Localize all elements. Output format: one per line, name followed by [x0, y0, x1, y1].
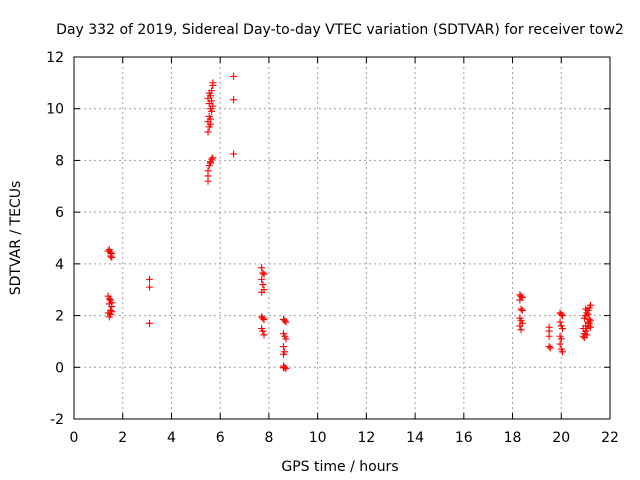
- data-point: [209, 154, 217, 162]
- data-point: [204, 167, 212, 175]
- data-point: [546, 344, 554, 352]
- data-point: [105, 313, 113, 321]
- data-point: [280, 350, 288, 358]
- x-tick-label: 12: [357, 430, 375, 446]
- chart-title: Day 332 of 2019, Sidereal Day-to-day VTE…: [56, 22, 624, 38]
- data-point: [516, 296, 524, 304]
- data-point: [209, 102, 217, 110]
- data-point: [259, 269, 267, 277]
- data-point: [545, 332, 553, 340]
- data-point: [517, 326, 525, 334]
- data-point: [281, 317, 289, 325]
- data-point: [282, 318, 290, 326]
- x-tick-label: 8: [264, 430, 273, 446]
- x-tick-label: 0: [70, 430, 79, 446]
- x-tick-label: 10: [309, 430, 327, 446]
- data-point: [209, 79, 217, 87]
- x-tick-label: 20: [552, 430, 570, 446]
- y-tick-label: 12: [46, 50, 64, 66]
- data-point: [280, 364, 288, 372]
- y-tick-label: 0: [55, 360, 64, 376]
- data-point: [582, 322, 590, 330]
- x-tick-label: 4: [167, 430, 176, 446]
- data-point: [259, 281, 267, 289]
- data-point: [260, 331, 268, 339]
- data-point: [582, 305, 590, 313]
- grid: [74, 57, 610, 419]
- plot-frame: [73, 56, 611, 420]
- y-axis-label: SDTVAR / TECUs: [8, 181, 24, 296]
- data-point: [557, 310, 565, 318]
- data-point: [580, 334, 588, 342]
- data-point: [259, 314, 267, 322]
- y-tick-label: -2: [50, 412, 64, 428]
- y-tick-label: 10: [46, 102, 64, 118]
- data-point: [557, 335, 565, 343]
- data-points: [104, 72, 595, 373]
- data-point: [107, 252, 115, 260]
- data-point: [545, 343, 553, 351]
- data-point: [587, 301, 595, 309]
- data-point: [206, 159, 214, 167]
- data-point: [517, 305, 525, 313]
- data-point: [282, 335, 290, 343]
- data-point: [146, 319, 154, 327]
- data-point: [258, 264, 266, 272]
- data-point: [518, 306, 526, 314]
- data-point: [230, 72, 238, 80]
- data-point: [558, 312, 566, 320]
- data-point: [108, 253, 116, 261]
- x-tick-label: 6: [216, 430, 225, 446]
- x-tick-label: 2: [118, 430, 127, 446]
- data-point: [516, 322, 524, 330]
- y-tick-label: 6: [55, 205, 64, 221]
- data-point: [258, 288, 266, 296]
- data-point: [108, 308, 116, 316]
- data-point: [260, 315, 268, 323]
- data-point: [260, 270, 268, 278]
- data-point: [558, 348, 566, 356]
- axis-ticks: 0 2 4 6 8 10 12 14 16 18 20 22 -2 0 2 4 6 8 10 12: [46, 50, 619, 446]
- y-tick-label: 4: [55, 257, 64, 273]
- data-point: [230, 150, 238, 158]
- data-point: [584, 310, 592, 318]
- y-tick-label: 8: [55, 153, 64, 169]
- data-point: [517, 292, 525, 300]
- y-tick-label: 2: [55, 309, 64, 325]
- data-point: [204, 128, 212, 136]
- data-point: [556, 340, 564, 348]
- data-point: [205, 89, 213, 97]
- data-point: [556, 318, 564, 326]
- data-point: [259, 327, 267, 335]
- data-point: [208, 97, 216, 105]
- data-point: [585, 315, 593, 323]
- data-point: [258, 275, 266, 283]
- data-point: [208, 155, 216, 163]
- x-tick-label: 16: [455, 430, 473, 446]
- x-axis-label: GPS time / hours: [281, 459, 398, 475]
- data-point: [280, 343, 288, 351]
- x-tick-label: 14: [406, 430, 424, 446]
- data-point: [558, 325, 566, 332]
- x-tick-label: 22: [601, 430, 619, 446]
- data-point: [587, 323, 595, 331]
- x-tick-label: 18: [504, 430, 522, 446]
- data-point: [146, 275, 154, 283]
- data-point: [230, 96, 238, 104]
- data-point: [146, 283, 154, 291]
- data-point: [206, 115, 214, 123]
